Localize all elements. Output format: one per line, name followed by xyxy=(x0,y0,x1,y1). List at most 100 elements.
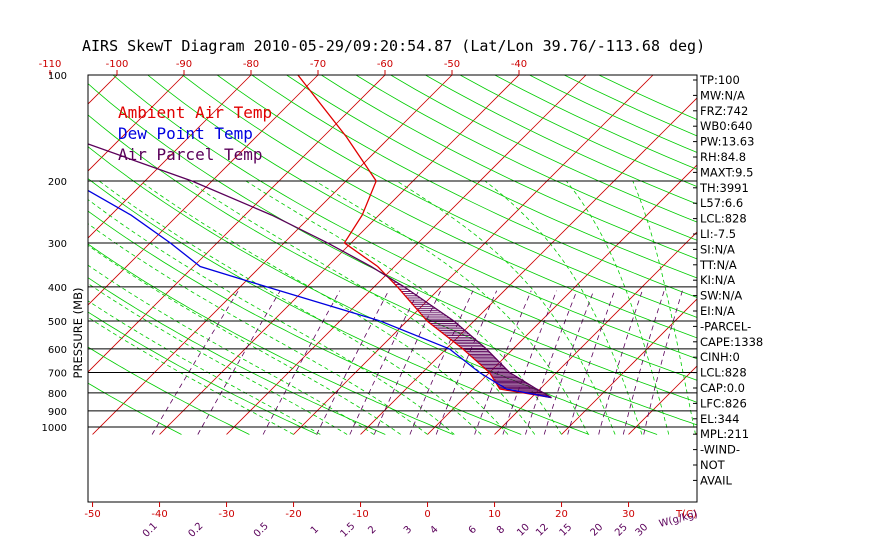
pressure-tick-label: 300 xyxy=(48,239,67,250)
isotherm-line xyxy=(830,59,870,435)
stability-index-item: CAPE:1338 xyxy=(700,335,763,349)
bottom-temperature-tick-label: 30 xyxy=(622,509,635,520)
pressure-tick-label: 200 xyxy=(48,177,67,188)
dry-adiabat-line xyxy=(389,75,697,223)
top-temperature-tick-label: -110 xyxy=(39,59,62,70)
dry-adiabat-line xyxy=(424,75,697,205)
dry-adiabat-line xyxy=(88,178,590,435)
top-temperature-tick-label: -50 xyxy=(444,59,460,70)
bottom-temperature-tick-label: -50 xyxy=(84,509,100,520)
isotherm-line xyxy=(427,164,697,435)
mixing-ratio-line xyxy=(409,290,474,435)
moist-adiabat-line xyxy=(314,180,589,435)
moist-adiabat-line xyxy=(98,180,482,435)
mixing-ratio-tick-label: 2 xyxy=(366,524,378,536)
pressure-tick-label: 500 xyxy=(48,317,67,328)
stability-index-item: TP:100 xyxy=(699,73,740,87)
mixing-ratio-tick-label: 1 xyxy=(309,524,321,536)
dry-adiabat-line xyxy=(112,75,697,381)
dry-adiabat-line xyxy=(493,75,697,170)
bottom-temperature-tick-label: 10 xyxy=(488,509,501,520)
moist-adiabat-line xyxy=(139,180,509,435)
stability-index-item: EI:N/A xyxy=(700,304,735,318)
moist-adiabat-line xyxy=(565,180,670,435)
isotherm-line xyxy=(88,75,319,306)
mixing-ratio-tick-label: 6 xyxy=(467,524,479,536)
top-temperature-tick-label: -90 xyxy=(176,59,192,70)
isotherm-line xyxy=(293,75,654,435)
top-temperature-tick-label: -70 xyxy=(310,59,326,70)
mixing-ratio-line xyxy=(502,290,557,435)
stability-index-item: EL:344 xyxy=(700,412,740,426)
pressure-tick-label: 800 xyxy=(48,389,67,400)
stability-index-item: MPL:211 xyxy=(700,427,749,441)
moist-adiabat-line xyxy=(88,223,428,435)
dry-adiabat-line xyxy=(459,75,697,187)
pressure-tick-label: 900 xyxy=(48,407,67,418)
moist-adiabat-line xyxy=(484,180,643,435)
bottom-temperature-tick-label: -30 xyxy=(218,509,234,520)
moist-adiabat-line xyxy=(188,180,536,435)
legend-entry-ambient-temp: Ambient Air Temp xyxy=(118,103,272,122)
mixing-ratio-tick-label: 12 xyxy=(534,522,551,539)
mixing-ratio-line xyxy=(525,290,578,435)
stability-index-item: TH:3991 xyxy=(699,181,749,195)
mixing-ratio-tick-label: 0.2 xyxy=(187,521,206,540)
moist-adiabat-line xyxy=(245,180,562,435)
isotherm-line xyxy=(494,231,697,435)
dry-adiabat-line xyxy=(88,311,318,435)
mixing-ratio-tick-label: 20 xyxy=(589,522,606,539)
mixing-ratio-line xyxy=(349,290,420,435)
bottom-temperature-tick-label: -20 xyxy=(285,509,301,520)
stability-index-item: NOT xyxy=(700,458,726,472)
mixing-ratio-line xyxy=(197,290,281,435)
sounding-series xyxy=(88,75,552,399)
stability-index-item: SW:N/A xyxy=(700,289,742,303)
dry-adiabat-line xyxy=(285,75,697,279)
pressure-tick-label: 100 xyxy=(48,71,67,82)
isotherm-line xyxy=(226,75,587,435)
dry-adiabat-line xyxy=(88,382,182,435)
stability-index-item: CINH:0 xyxy=(700,350,740,364)
dry-adiabat-line xyxy=(355,75,697,241)
isotherm-line xyxy=(561,298,697,435)
stability-index-item: RH:84.8 xyxy=(700,150,746,164)
pressure-tick-label: 1000 xyxy=(42,423,67,434)
dry-adiabat-line xyxy=(147,75,697,360)
pressure-tick-label: 400 xyxy=(48,283,67,294)
stability-index-item: WB0:640 xyxy=(700,119,752,133)
mixing-ratio-line xyxy=(598,290,643,435)
moist-adiabat-line xyxy=(88,199,455,435)
y-axis-label: PRESSURE (MB) xyxy=(71,288,85,379)
mixing-ratio-tick-label: 8 xyxy=(495,524,507,536)
mixing-ratio-tick-label: 0.5 xyxy=(252,521,271,540)
mixing-ratio-line xyxy=(262,290,341,435)
stability-index-item: LFC:826 xyxy=(700,396,747,410)
stability-index-item: L57:6.6 xyxy=(700,196,743,210)
stability-index-item: MAXT:9.5 xyxy=(700,165,753,179)
mixing-ratio-tick-label: 3 xyxy=(402,524,414,536)
stability-index-item: LCL:828 xyxy=(700,366,747,380)
dry-adiabat-line xyxy=(216,75,697,318)
isotherm-line xyxy=(763,59,870,435)
mixing-ratio-line xyxy=(622,290,665,435)
mixing-ratio-tick-label: 0.1 xyxy=(141,521,160,540)
axis-ticks: 1002003004005006007008009001000-120-110-… xyxy=(39,59,699,540)
stability-index-item: SI:N/A xyxy=(700,242,735,256)
dry-adiabat-line xyxy=(88,346,250,435)
mixing-ratio-line xyxy=(643,290,683,435)
bottom-temperature-tick-label: -40 xyxy=(151,509,167,520)
isotherm-line xyxy=(88,75,185,172)
legend: Ambient Air Temp Dew Point Temp Air Parcel… xyxy=(118,103,272,164)
legend-entry-dewpoint-temp: Dew Point Temp xyxy=(118,124,253,143)
mixing-ratio-tick-label: 10 xyxy=(515,522,532,539)
dry-adiabat-line xyxy=(181,75,697,339)
stability-index-item: CAP:0.0 xyxy=(700,381,745,395)
stability-index-item: FRZ:742 xyxy=(700,104,748,118)
mixing-ratio-line xyxy=(435,290,498,435)
mixing-ratio-line xyxy=(543,290,594,435)
moist-adiabat-line xyxy=(88,244,401,435)
grid-lines xyxy=(88,59,870,435)
moist-adiabat-line xyxy=(88,300,321,435)
